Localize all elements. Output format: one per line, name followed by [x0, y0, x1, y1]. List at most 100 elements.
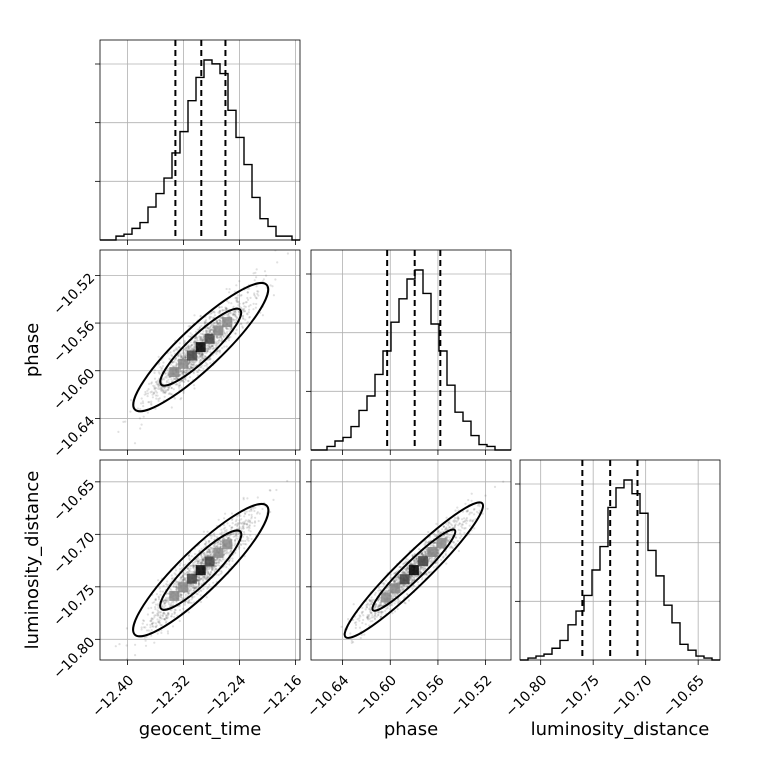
sample-point — [157, 399, 160, 403]
sample-point — [421, 554, 424, 557]
sample-point — [216, 543, 219, 546]
sample-point — [245, 523, 248, 526]
sample-point — [179, 599, 182, 602]
sample-point — [162, 612, 165, 615]
sample-point — [150, 400, 153, 403]
sample-point — [203, 552, 206, 555]
sample-point — [225, 307, 228, 310]
sample-point — [189, 567, 192, 570]
sample-point — [187, 599, 191, 603]
sample-point — [246, 535, 249, 539]
sample-point — [159, 624, 162, 627]
sample-point — [413, 562, 417, 565]
sample-point — [235, 533, 238, 536]
sample-point — [208, 583, 211, 587]
sample-point — [204, 544, 208, 548]
sample-point — [368, 617, 371, 620]
sample-point — [221, 309, 224, 312]
sample-point — [194, 569, 197, 572]
sample-point — [193, 595, 196, 598]
sample-point — [157, 596, 161, 599]
density-cell — [436, 537, 447, 548]
sample-point — [255, 268, 258, 271]
sample-point — [437, 529, 440, 532]
sample-point — [412, 559, 415, 563]
sample-point — [425, 573, 428, 577]
sample-point — [184, 593, 187, 597]
sample-point — [146, 613, 149, 616]
sample-point — [207, 586, 210, 589]
sample-point — [180, 355, 183, 359]
sample-point — [187, 601, 190, 604]
sample-point — [478, 505, 481, 508]
sample-point — [272, 294, 275, 297]
sample-point — [425, 548, 428, 551]
sample-point — [211, 347, 214, 351]
sample-point — [171, 380, 175, 383]
sample-point — [205, 596, 208, 599]
sample-point — [238, 532, 241, 535]
sample-point — [255, 302, 258, 306]
sample-point — [235, 300, 238, 303]
sample-point — [159, 616, 162, 619]
sample-point — [156, 618, 159, 621]
sample-point — [156, 603, 160, 606]
sample-point — [371, 601, 374, 604]
sample-point — [153, 641, 156, 644]
sample-point — [218, 335, 221, 338]
sample-point — [218, 310, 221, 313]
sample-point — [240, 518, 243, 521]
sample-point — [154, 614, 157, 617]
sample-point — [193, 570, 196, 573]
sample-point — [437, 548, 440, 551]
sample-point — [217, 573, 220, 577]
sample-point — [466, 510, 469, 513]
sample-point — [196, 578, 199, 581]
sample-point — [183, 578, 186, 581]
sample-point — [229, 549, 232, 552]
sample-point — [418, 570, 421, 573]
sample-point — [161, 604, 164, 607]
sample-point — [352, 618, 355, 622]
sample-point — [403, 584, 406, 587]
sample-point — [207, 553, 210, 557]
sample-point — [442, 525, 446, 528]
sample-point — [202, 330, 205, 333]
sample-point — [206, 348, 210, 351]
sample-point — [251, 521, 254, 525]
sample-point — [199, 338, 202, 341]
sample-point — [198, 581, 201, 584]
sample-point — [369, 602, 372, 606]
sample-point — [166, 611, 169, 615]
sample-point — [248, 315, 251, 319]
sample-point — [209, 346, 213, 349]
sample-point — [415, 560, 418, 563]
sample-point — [182, 578, 185, 581]
sample-point — [456, 539, 459, 543]
sample-point — [155, 383, 158, 386]
sample-point — [134, 643, 137, 646]
sample-point — [213, 535, 216, 538]
sample-point — [197, 582, 200, 586]
sample-point — [406, 567, 409, 570]
sample-point — [218, 311, 221, 315]
x-tick-label: −10.70 — [607, 672, 655, 720]
sample-point — [172, 585, 175, 588]
sample-point — [182, 371, 185, 374]
sample-point — [157, 383, 160, 386]
sample-point — [254, 506, 257, 509]
sample-point — [209, 574, 212, 577]
sample-point — [222, 558, 225, 561]
sample-point — [191, 363, 195, 367]
sample-point — [402, 587, 405, 590]
sample-point — [350, 639, 353, 643]
sample-point — [177, 384, 180, 388]
sample-point — [227, 559, 231, 563]
sample-point — [198, 368, 201, 371]
sample-point — [366, 616, 369, 620]
sample-point — [417, 574, 420, 578]
sample-point — [418, 571, 421, 574]
sample-point — [419, 565, 422, 568]
sample-point — [419, 565, 422, 568]
sample-point — [157, 398, 160, 401]
